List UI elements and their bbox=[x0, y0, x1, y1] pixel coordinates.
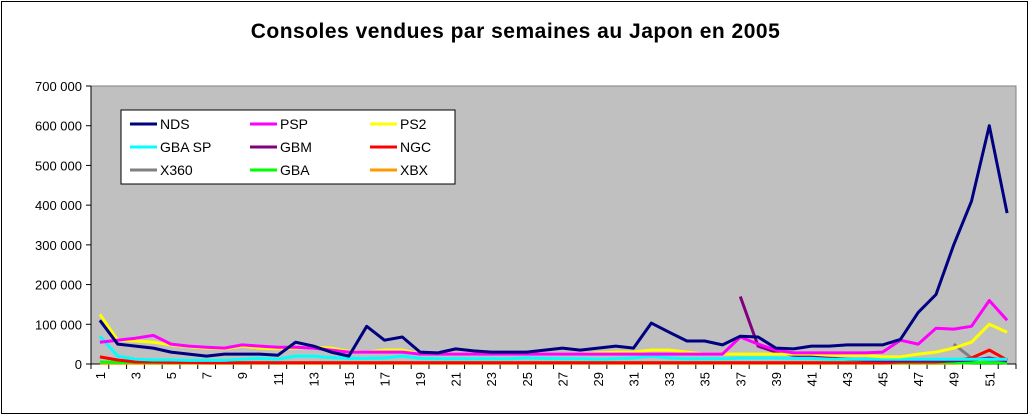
legend-box bbox=[120, 109, 456, 185]
x-tick-label: 9 bbox=[235, 372, 250, 379]
series-line-psp bbox=[99, 299, 1009, 356]
x-tick-label: 13 bbox=[306, 372, 321, 386]
x-tick-label: 1 bbox=[93, 372, 108, 379]
x-axis: 1 3 5 7 9 11 13 15 17 19 21 23 25 27 29 31 33 35 37 39 41 43 4… bbox=[90, 363, 1017, 386]
legend-label-gba: GBA bbox=[280, 162, 310, 178]
x-tick-label: 5 bbox=[164, 372, 179, 379]
y-tick-label: 100 000 bbox=[35, 317, 82, 332]
x-tick-label: 19 bbox=[413, 372, 428, 386]
x-tick-label: 37 bbox=[733, 372, 748, 386]
x-tick-label: 21 bbox=[449, 372, 464, 386]
x-tick-label: 49 bbox=[947, 372, 962, 386]
x-tick-label: 17 bbox=[378, 372, 393, 386]
y-tick-label: 700 000 bbox=[35, 79, 82, 94]
x-tick-label: 3 bbox=[128, 372, 143, 379]
legend-label-nds: NDS bbox=[160, 116, 190, 132]
x-tick-label: 39 bbox=[769, 372, 784, 386]
x-tick-label: 25 bbox=[520, 372, 535, 386]
legend-label-psp: PSP bbox=[280, 116, 308, 132]
legend-label-gbm: GBM bbox=[280, 139, 312, 155]
x-tick-label: 29 bbox=[591, 372, 606, 386]
x-tick-label: 27 bbox=[555, 372, 570, 386]
legend-label-xbx: XBX bbox=[400, 162, 429, 178]
y-tick-label: 500 000 bbox=[35, 158, 82, 173]
series-line-ngc bbox=[99, 348, 1008, 365]
chart-title: Consoles vendues par semaines au Japon e… bbox=[250, 20, 781, 43]
legend: NDS PSP PS2 GBA SP GBM NGC X360 GBA XBX bbox=[120, 109, 456, 185]
series-line-gba-sp bbox=[98, 335, 1008, 362]
x-tick-label: 33 bbox=[662, 372, 677, 386]
x-tick-label: 23 bbox=[484, 372, 499, 386]
y-tick-label: 200 000 bbox=[35, 278, 82, 293]
y-tick-label: 400 000 bbox=[35, 198, 82, 213]
legend-label-x360: X360 bbox=[160, 162, 193, 178]
y-axis: 0 100 000 200 000 300 000 400 000 500 000 600 … bbox=[35, 79, 92, 372]
x-tick-label: 43 bbox=[840, 372, 855, 386]
x-tick-label: 11 bbox=[271, 372, 286, 386]
legend-label-ngc: NGC bbox=[400, 139, 431, 155]
x-tick-label: 47 bbox=[911, 372, 926, 386]
legend-label-gba-sp: GBA SP bbox=[160, 139, 211, 155]
x-tick-label: 15 bbox=[342, 372, 357, 386]
y-tick-label: 600 000 bbox=[35, 119, 82, 134]
y-tick-label: 0 bbox=[75, 357, 82, 372]
x-tick-label: 35 bbox=[698, 372, 713, 386]
x-tick-label: 51 bbox=[982, 372, 997, 386]
x-tick-label: 31 bbox=[627, 372, 642, 386]
x-tick-label: 7 bbox=[200, 372, 215, 379]
legend-label-ps2: PS2 bbox=[400, 116, 427, 132]
x-tick-label: 45 bbox=[876, 372, 891, 386]
y-tick-label: 300 000 bbox=[35, 238, 82, 253]
x-tick-label: 41 bbox=[804, 372, 819, 386]
series-line-nds bbox=[98, 124, 1009, 358]
series-lines bbox=[98, 124, 1009, 365]
